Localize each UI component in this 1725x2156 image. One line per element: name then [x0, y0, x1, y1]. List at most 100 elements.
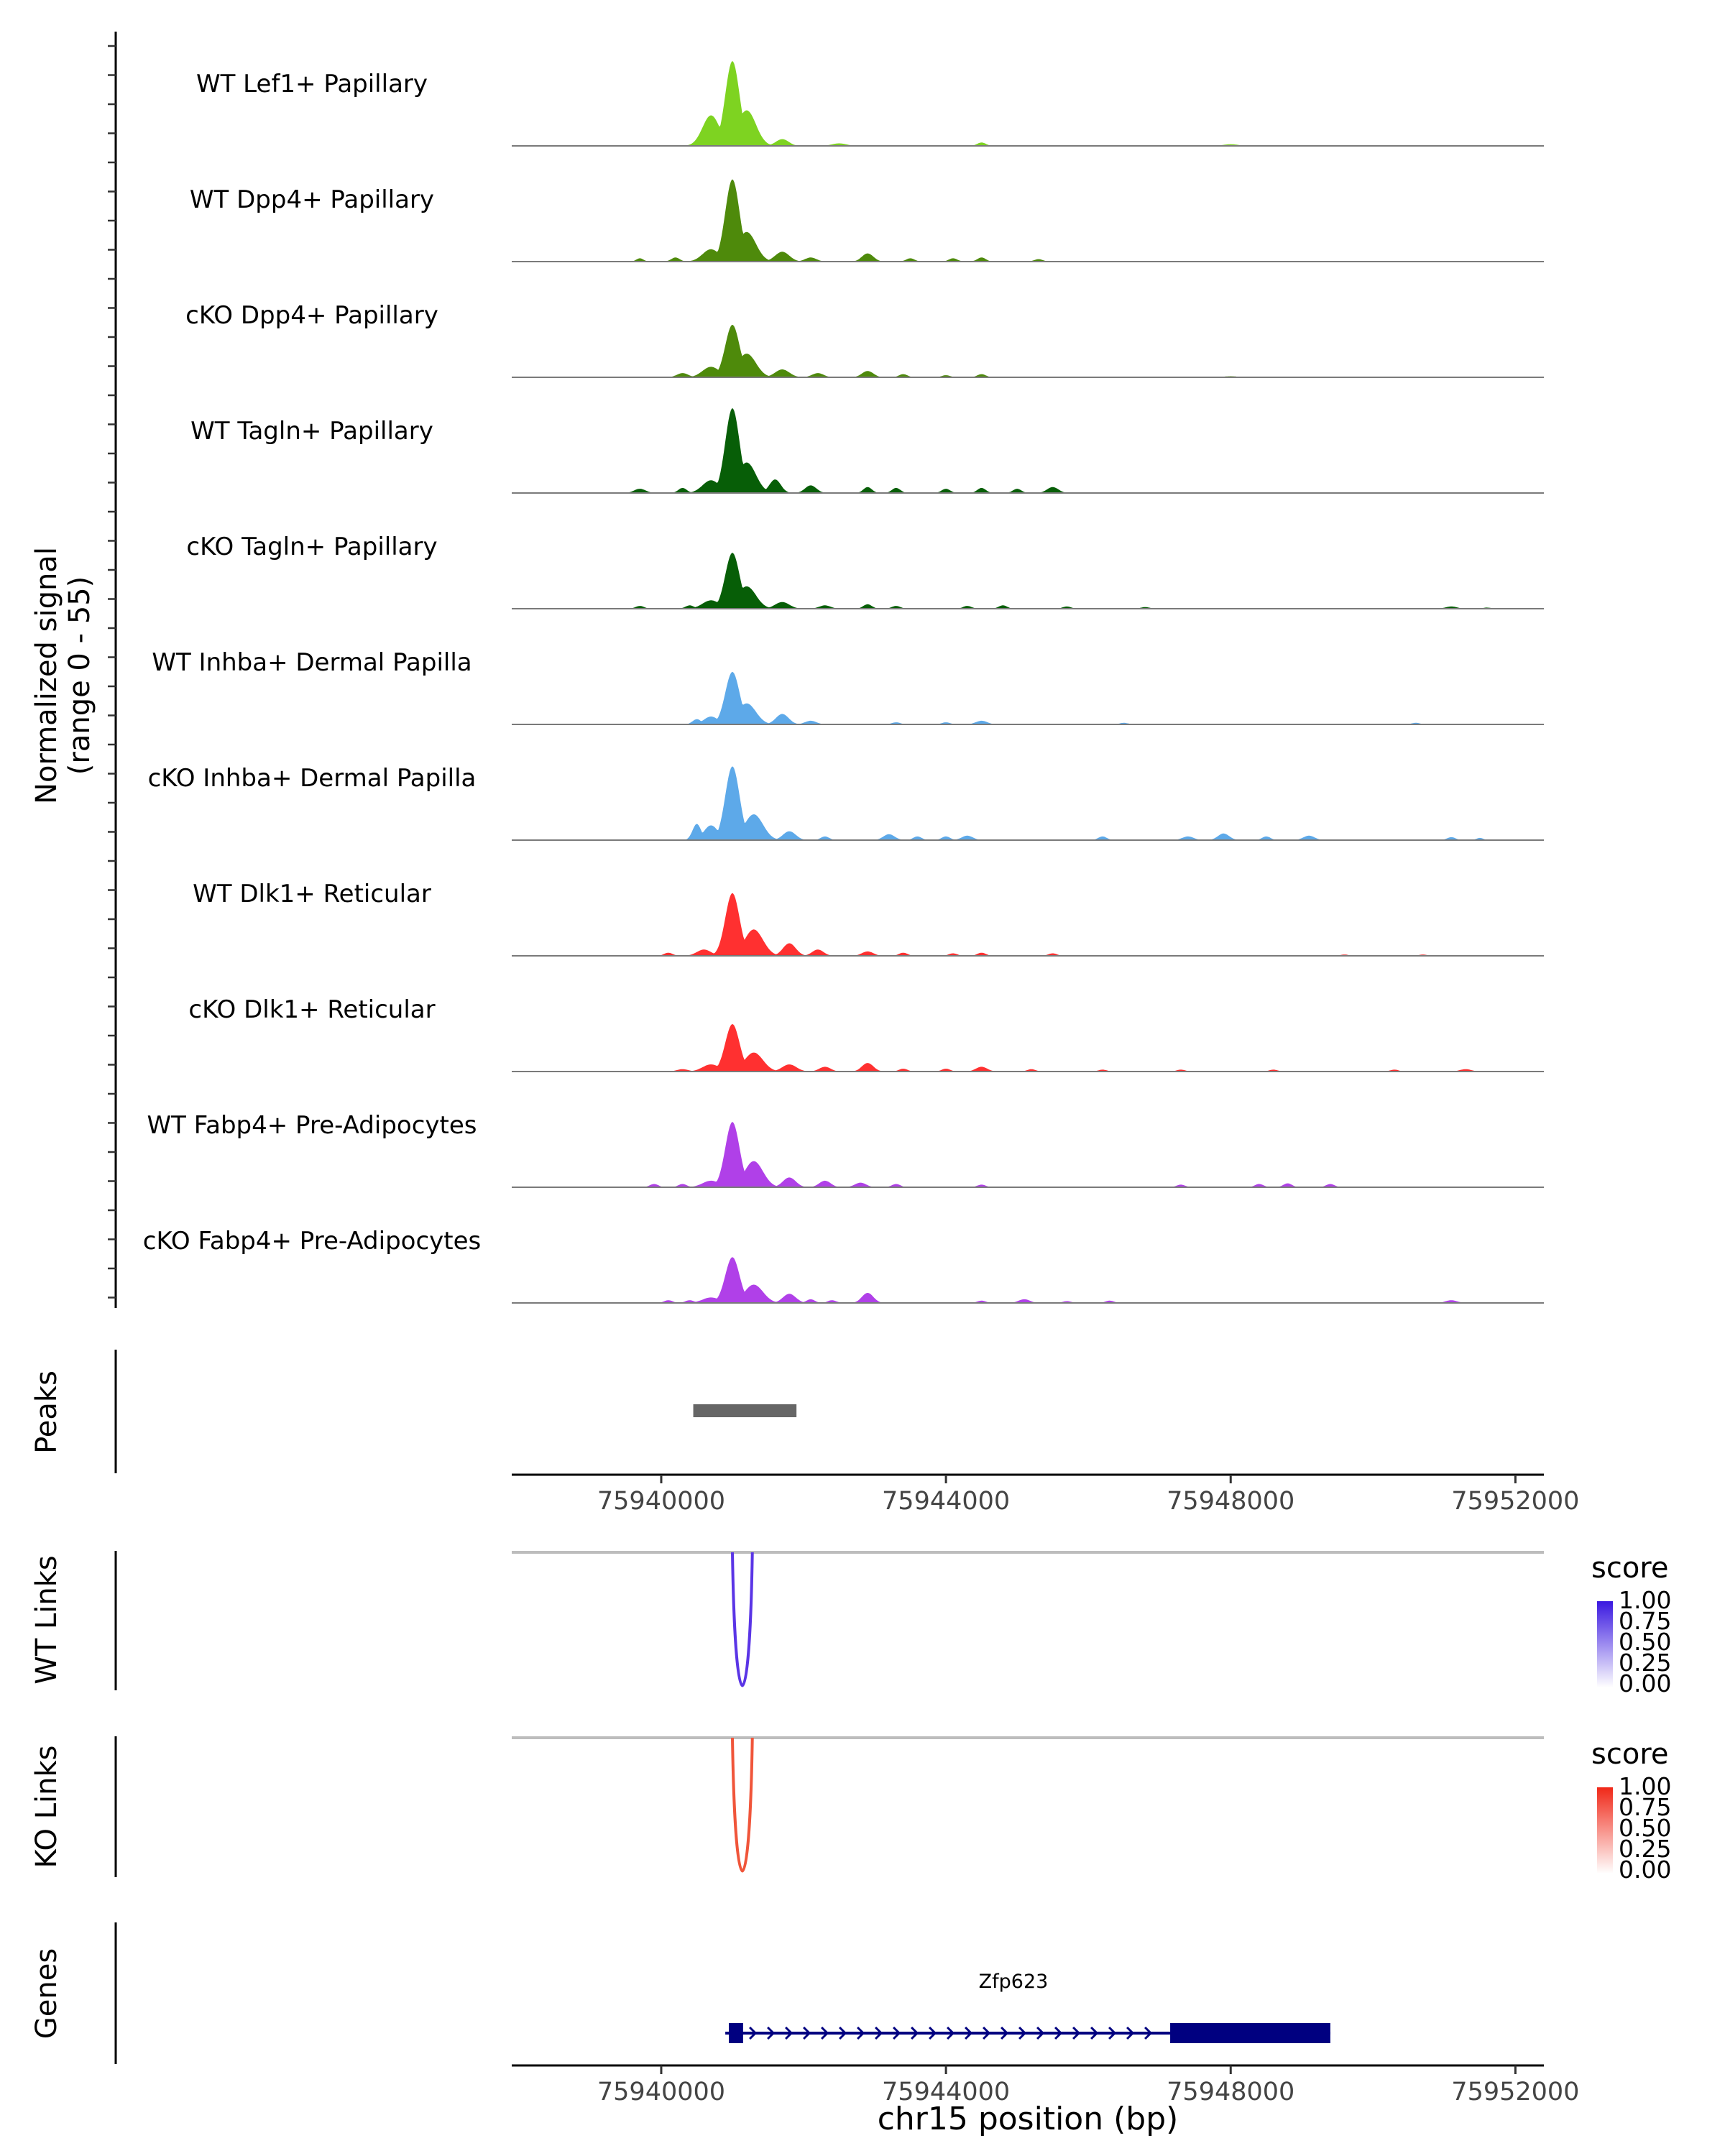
gene-name: Zfp623	[979, 1971, 1049, 1993]
gene-exon	[729, 2023, 743, 2043]
track-label: WT Fabp4+ Pre-Adipocytes	[147, 1111, 477, 1140]
link-arc	[731, 1737, 754, 1873]
coverage-area	[512, 408, 1544, 493]
legend-tick-label: 0.75	[1619, 1793, 1671, 1821]
coverage-track: cKO Tagln+ Papillary	[186, 533, 1544, 609]
coverage-track: WT Lef1+ Papillary	[196, 61, 1544, 147]
x-tick-label: 75944000	[882, 1487, 1010, 1516]
coverage-area	[512, 672, 1544, 724]
strand-arrow	[1144, 2026, 1153, 2040]
coverage-panel: Normalized signal (range 0 - 55) WT Lef1…	[30, 32, 1544, 1308]
coverage-area	[512, 325, 1544, 377]
coverage-track: cKO Dpp4+ Papillary	[185, 301, 1544, 378]
strand-arrow	[911, 2026, 919, 2040]
track-label: WT Lef1+ Papillary	[196, 70, 428, 98]
coverage-track: WT Dpp4+ Papillary	[190, 179, 1544, 262]
strand-arrow	[965, 2026, 973, 2040]
x-axis-bottom: 75940000 75944000 75948000 75952000	[597, 2065, 1579, 2106]
x-tick-label: 75944000	[882, 2078, 1010, 2106]
coverage-track: cKO Inhba+ Dermal Papilla	[148, 764, 1544, 841]
links-panels: WT Links KO Links score 1.000.750.500.25…	[30, 1551, 1671, 1884]
coverage-area	[512, 766, 1544, 840]
strand-arrow	[1036, 2026, 1045, 2040]
coverage-area	[512, 893, 1544, 956]
wt-legend-colorbar	[1597, 1601, 1613, 1687]
legend-tick-label: 0.25	[1619, 1835, 1671, 1863]
genes-track-label: Genes	[30, 1948, 63, 2039]
gene-models: Zfp623	[725, 1971, 1330, 2043]
x-tick-label: 75948000	[1167, 2078, 1294, 2106]
coverage-area	[512, 1122, 1544, 1187]
coverage-track: cKO Fabp4+ Pre-Adipocytes	[143, 1227, 1544, 1304]
gene-exon	[1170, 2023, 1330, 2043]
strand-arrow	[929, 2026, 937, 2040]
strand-arrow	[983, 2026, 991, 2040]
coverage-y-ticks	[108, 45, 116, 1299]
peak-regions	[693, 1404, 797, 1417]
strand-arrow	[785, 2026, 794, 2040]
track-label: cKO Fabp4+ Pre-Adipocytes	[143, 1227, 482, 1256]
legend-tick-label: 1.00	[1619, 1586, 1671, 1614]
coverage-track: WT Tagln+ Papillary	[190, 408, 1544, 494]
ko-legend-title: score	[1591, 1738, 1668, 1771]
legend-tick-label: 1.00	[1619, 1772, 1671, 1800]
coverage-tracks: WT Lef1+ Papillary WT Dpp4+ Papillary cKO …	[143, 61, 1544, 1304]
coverage-track: cKO Dlk1+ Reticular	[188, 995, 1544, 1072]
peak-region	[693, 1404, 797, 1417]
strand-arrow	[767, 2026, 776, 2040]
ko-legend-colorbar	[1597, 1787, 1613, 1874]
strand-arrow	[749, 2026, 758, 2040]
track-label: WT Dpp4+ Papillary	[190, 185, 434, 214]
coverage-area	[512, 61, 1544, 146]
strand-arrow	[1072, 2026, 1081, 2040]
link-arcs	[512, 1551, 1544, 1873]
x-tick-label: 75940000	[597, 1487, 725, 1516]
x-tick-label: 75952000	[1451, 1487, 1579, 1516]
strand-arrow	[1018, 2026, 1027, 2040]
strand-arrow	[893, 2026, 901, 2040]
x-tick-label: 75948000	[1167, 1487, 1294, 1516]
gene-model: Zfp623	[725, 1971, 1330, 2043]
coverage-y-label-line2: (range 0 - 55)	[63, 576, 96, 775]
strand-arrow	[947, 2026, 955, 2040]
coverage-track: WT Inhba+ Dermal Papilla	[152, 648, 1544, 725]
strand-arrow	[1000, 2026, 1009, 2040]
coverage-area	[512, 1257, 1544, 1303]
strand-arrow	[1054, 2026, 1063, 2040]
x-axis-title: chr15 position (bp)	[878, 2101, 1179, 2137]
track-label: cKO Dpp4+ Papillary	[185, 301, 438, 330]
legend-tick-label: 0.00	[1619, 1669, 1671, 1697]
ko-legend-ticks: 1.000.750.500.250.00	[1619, 1772, 1671, 1884]
coverage-track: WT Fabp4+ Pre-Adipocytes	[147, 1111, 1544, 1188]
strand-arrow	[857, 2026, 865, 2040]
strand-arrow	[1126, 2026, 1135, 2040]
legend-tick-label: 0.25	[1619, 1649, 1671, 1677]
strand-arrow	[803, 2026, 811, 2040]
x-tick-label: 75940000	[597, 2078, 725, 2106]
legend-tick-label: 0.50	[1619, 1628, 1671, 1656]
legend-tick-label: 0.50	[1619, 1814, 1671, 1842]
coverage-area	[512, 1024, 1544, 1072]
link-arc	[731, 1552, 754, 1687]
legend-tick-label: 0.75	[1619, 1607, 1671, 1635]
track-label: cKO Tagln+ Papillary	[186, 533, 437, 561]
wt-links-track-label: WT Links	[30, 1555, 63, 1684]
strand-arrow	[1108, 2026, 1117, 2040]
track-label: WT Dlk1+ Reticular	[193, 880, 431, 908]
wt-legend-ticks: 1.000.750.500.250.00	[1619, 1586, 1671, 1697]
coverage-track: WT Dlk1+ Reticular	[193, 880, 1544, 957]
peaks-panel: Peaks 75940000 75944000 75948000 75952000	[30, 1350, 1579, 1516]
track-label: cKO Dlk1+ Reticular	[188, 995, 435, 1024]
track-label: WT Tagln+ Papillary	[190, 417, 433, 446]
strand-arrow	[821, 2026, 829, 2040]
x-axis-top: 75940000 75944000 75948000 75952000	[597, 1475, 1579, 1516]
genes-panel: Genes Zfp623 75940000 75944000 75948000 759…	[30, 1922, 1579, 2137]
wt-legend-title: score	[1591, 1552, 1668, 1585]
strand-arrow	[1090, 2026, 1099, 2040]
track-label: cKO Inhba+ Dermal Papilla	[148, 764, 477, 793]
strand-arrow	[839, 2026, 847, 2040]
coverage-area	[512, 553, 1544, 609]
ko-links-track-label: KO Links	[30, 1746, 63, 1869]
track-label: WT Inhba+ Dermal Papilla	[152, 648, 472, 677]
